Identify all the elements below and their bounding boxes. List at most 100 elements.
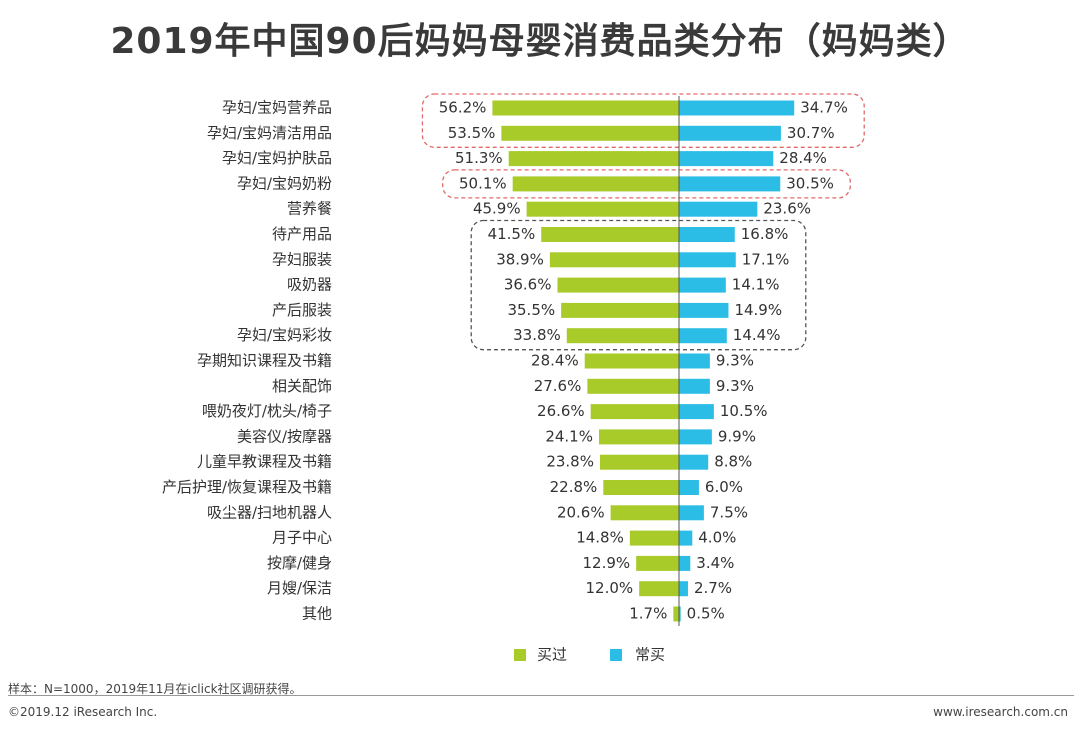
category-label: 美容仪/按摩器	[237, 427, 332, 445]
bar-bought	[673, 606, 679, 622]
bar-often	[679, 252, 736, 268]
bar-bought-label: 51.3%	[455, 149, 503, 167]
bar-often	[679, 581, 688, 597]
bar-bought-label: 56.2%	[439, 99, 487, 117]
bar-often	[679, 125, 781, 141]
bar-bought-label: 14.8%	[576, 529, 624, 547]
bar-bought	[587, 378, 679, 394]
category-label: 产后服装	[272, 301, 332, 319]
bar-often	[679, 454, 709, 470]
category-label: 孕期知识课程及书籍	[197, 352, 332, 370]
bar-bought	[598, 429, 679, 445]
highlight-box-0	[421, 93, 865, 148]
bar-bought-label: 36.6%	[504, 276, 552, 294]
bar-bought	[549, 252, 679, 268]
bar-bought-label: 33.8%	[513, 326, 561, 344]
copyright: ©2019.12 iResearch Inc.	[8, 705, 158, 719]
bar-bought-label: 53.5%	[448, 124, 496, 142]
bar-often	[679, 530, 693, 546]
bar-often-label: 0.5%	[687, 605, 725, 623]
category-label: 儿童早教课程及书籍	[197, 453, 332, 471]
bar-bought-label: 23.8%	[546, 453, 594, 471]
bar-bought-label: 12.0%	[586, 579, 634, 597]
category-label: 月嫂/保洁	[267, 579, 332, 597]
bar-bought-label: 1.7%	[629, 605, 667, 623]
bar-often	[679, 176, 781, 192]
bar-often	[679, 302, 729, 318]
website-link[interactable]: www.iresearch.com.cn	[933, 705, 1068, 719]
bar-often	[679, 404, 714, 420]
bar-bought	[501, 125, 679, 141]
bar-often-label: 4.0%	[698, 529, 736, 547]
bar-bought-label: 41.5%	[488, 225, 536, 243]
category-label: 按摩/健身	[267, 554, 332, 572]
bar-bought-label: 38.9%	[496, 250, 544, 268]
bar-often-label: 30.7%	[787, 124, 835, 142]
bar-often	[679, 378, 710, 394]
bar-often-label: 2.7%	[694, 579, 732, 597]
bar-bought-label: 50.1%	[459, 174, 507, 192]
category-label: 待产用品	[272, 225, 332, 243]
bar-bought-label: 20.6%	[557, 503, 605, 521]
bar-often-label: 30.5%	[786, 174, 834, 192]
bar-bought	[629, 530, 679, 546]
bar-often-label: 23.6%	[763, 200, 811, 218]
bar-bought	[610, 505, 679, 521]
category-label: 孕妇/宝妈彩妆	[237, 326, 332, 344]
bar-often-label: 7.5%	[710, 503, 748, 521]
bar-often	[679, 429, 712, 445]
category-label: 孕妇/宝妈护肤品	[222, 149, 332, 167]
bar-often-label: 28.4%	[779, 149, 827, 167]
bar-often-label: 6.0%	[705, 478, 743, 496]
bar-often	[679, 353, 710, 369]
bar-often	[679, 480, 699, 495]
bar-often-label: 10.5%	[720, 402, 768, 420]
bar-often-label: 14.9%	[734, 301, 782, 319]
bar-bought	[636, 555, 679, 571]
footer-divider	[8, 695, 1074, 696]
category-label: 吸尘器/扫地机器人	[207, 503, 332, 521]
bar-bought	[584, 353, 679, 369]
bar-bought-label: 35.5%	[507, 301, 555, 319]
bar-bought-label: 22.8%	[550, 478, 598, 496]
bar-often	[679, 328, 727, 344]
sample-note: 样本：N=1000，2019年11月在iclick社区调研获得。	[8, 682, 302, 696]
bar-often-label: 9.3%	[716, 352, 754, 370]
category-label: 吸奶器	[287, 276, 332, 294]
bar-bought-label: 28.4%	[531, 352, 579, 370]
bar-often-label: 14.1%	[732, 276, 780, 294]
bar-bought	[603, 480, 679, 495]
bar-bought-label: 45.9%	[473, 200, 521, 218]
bar-often-label: 14.4%	[733, 326, 781, 344]
category-label: 月子中心	[272, 529, 332, 547]
bar-often-label: 8.8%	[714, 453, 752, 471]
chart-title: 2019年中国90后妈妈母婴消费品类分布（妈妈类）	[110, 21, 970, 62]
bar-bought-label: 27.6%	[534, 377, 582, 395]
category-label: 孕妇服装	[272, 250, 332, 268]
bar-bought-label: 12.9%	[583, 554, 631, 572]
bar-often-label: 34.7%	[800, 99, 848, 117]
legend-swatch-bought	[514, 649, 526, 661]
category-label: 孕妇/宝妈清洁用品	[207, 124, 332, 142]
bar-bought	[557, 277, 679, 293]
bar-often	[679, 201, 758, 217]
bar-often-label: 9.9%	[718, 427, 756, 445]
bar-bought	[566, 328, 679, 344]
category-label: 孕妇/宝妈营养品	[222, 99, 332, 117]
bar-bought	[599, 454, 679, 470]
bar-bought	[512, 176, 679, 192]
bar-often	[679, 277, 726, 293]
bar-often-label: 3.4%	[696, 554, 734, 572]
bar-often-label: 17.1%	[742, 250, 790, 268]
bar-often	[679, 151, 774, 167]
category-label: 产后护理/恢复课程及书籍	[162, 478, 332, 496]
bar-bought	[561, 302, 679, 318]
bar-bought	[541, 227, 679, 242]
bar-bought-label: 26.6%	[537, 402, 585, 420]
category-label: 相关配饰	[272, 377, 332, 395]
bar-often-label: 16.8%	[741, 225, 789, 243]
bar-bought	[639, 581, 679, 597]
bar-bought-label: 24.1%	[545, 427, 593, 445]
bar-often	[679, 505, 704, 521]
